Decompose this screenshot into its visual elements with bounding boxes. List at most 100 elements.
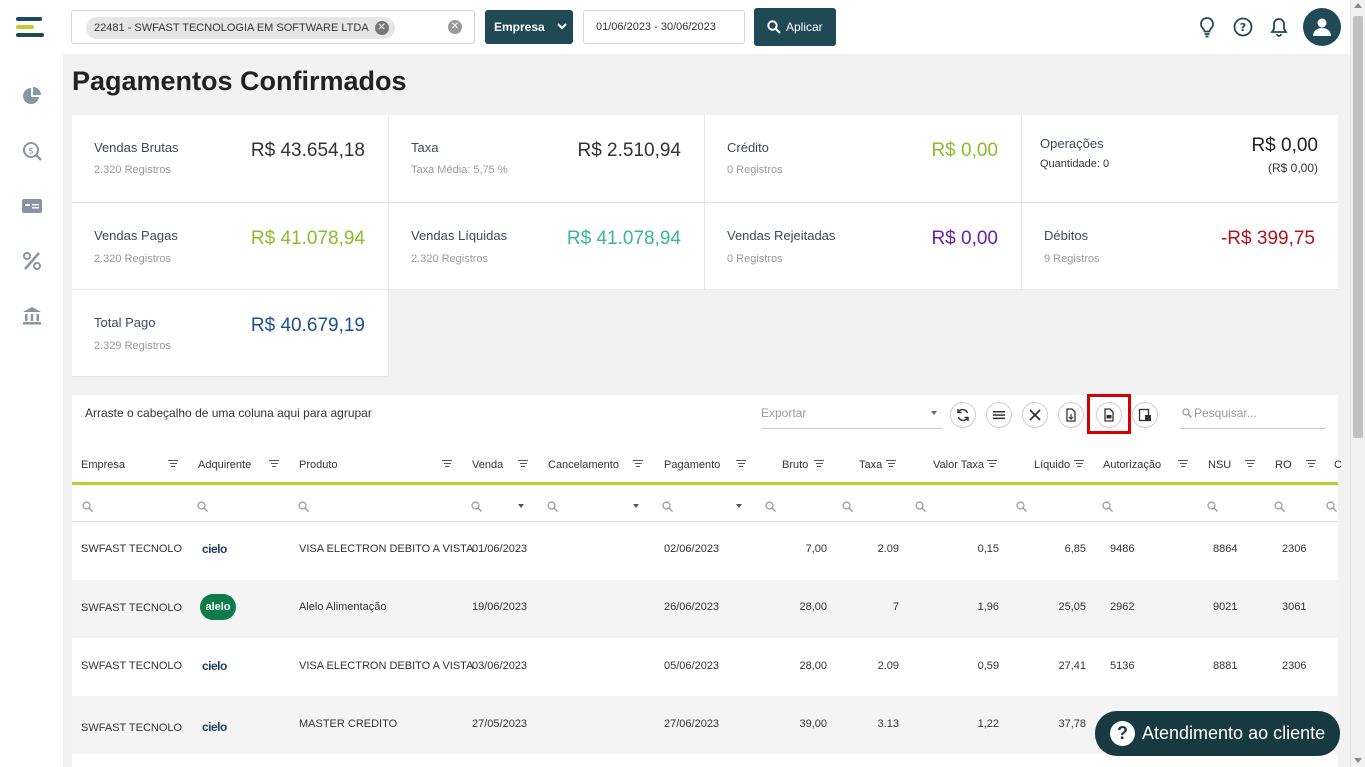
filter-icon[interactable] xyxy=(168,460,178,469)
company-select-field[interactable]: 22481 - SWFAST TECNOLOGIA EM SOFTWARE LT… xyxy=(71,10,475,44)
avatar[interactable] xyxy=(1303,8,1341,46)
column-header[interactable]: Empresa xyxy=(81,459,126,471)
column-header[interactable]: Bruto xyxy=(782,459,809,471)
cell-produto: MASTER CREDITO xyxy=(299,718,398,730)
column-header[interactable]: Valor Taxa xyxy=(933,459,984,471)
cell-produto: VISA ELECTRON DEBITO A VISTA xyxy=(299,660,474,672)
search-icon[interactable] xyxy=(1326,499,1337,512)
cell-bruto: 28,00 xyxy=(799,660,827,672)
caret-down-icon[interactable] xyxy=(633,504,639,508)
date-range-input[interactable]: 01/06/2023 - 30/06/2023 xyxy=(583,10,745,44)
search-icon[interactable] xyxy=(765,499,776,512)
column-header[interactable]: NSU xyxy=(1208,459,1232,471)
table-row[interactable]: SWFAST TECNOLO cielo VISA ELECTRON DEBIT… xyxy=(72,638,1338,696)
filter-icon[interactable] xyxy=(633,460,643,469)
apply-button[interactable]: Aplicar xyxy=(754,8,836,46)
column-header[interactable]: Venda xyxy=(472,459,504,471)
search-icon[interactable] xyxy=(662,499,673,512)
help-icon[interactable]: ? xyxy=(1232,16,1254,38)
clear-icon[interactable]: ✕ xyxy=(448,20,462,34)
column-header[interactable]: Adquirente xyxy=(198,459,252,471)
cell-ro: 2306 xyxy=(1282,660,1307,672)
column-header[interactable]: Produto xyxy=(299,459,338,471)
filter-icon[interactable] xyxy=(442,460,452,469)
percent-icon[interactable] xyxy=(22,251,42,271)
search-icon[interactable] xyxy=(1207,499,1218,512)
cielo-logo: cielo xyxy=(202,659,227,673)
card-label: Crédito xyxy=(727,140,769,155)
card-sub: 2.320 Registros xyxy=(94,164,172,176)
spreadsheet-icon xyxy=(1138,408,1151,422)
search-icon[interactable] xyxy=(471,499,482,512)
cell-produto: VISA ELECTRON DEBITO A VISTA xyxy=(299,543,474,555)
money-search-icon[interactable]: $ xyxy=(22,141,42,161)
caret-down-icon xyxy=(931,411,937,415)
cielo-logo: cielo xyxy=(202,720,227,734)
search-icon[interactable] xyxy=(197,499,208,512)
column-header[interactable]: RO xyxy=(1275,459,1292,471)
card-label: Vendas Rejeitadas xyxy=(727,228,836,243)
export-select[interactable]: Exportar xyxy=(761,401,943,429)
page-scrollbar[interactable] xyxy=(1350,0,1365,767)
chip-remove-icon[interactable]: ✕ xyxy=(374,21,389,35)
table-row[interactable]: SWFAST TECNOLO alelo Alelo Alimentação 1… xyxy=(72,580,1338,638)
filter-icon[interactable] xyxy=(1074,460,1084,469)
filter-icon[interactable] xyxy=(1178,460,1188,469)
file-export-icon xyxy=(1066,408,1076,422)
filter-icon[interactable] xyxy=(736,460,746,469)
bell-icon[interactable] xyxy=(1268,16,1290,38)
search-icon[interactable] xyxy=(842,499,853,512)
caret-down-icon[interactable] xyxy=(736,504,742,508)
filter-icon[interactable] xyxy=(987,460,997,469)
export-excel-button[interactable] xyxy=(1132,402,1158,428)
scroll-down-icon[interactable] xyxy=(1354,758,1362,763)
group-panel-hint[interactable]: Arraste o cabeçalho de uma coluna aqui p… xyxy=(85,406,372,420)
scroll-up-icon[interactable] xyxy=(1354,3,1362,8)
cell-taxa: 7 xyxy=(892,601,899,613)
column-header[interactable]: Taxa xyxy=(859,459,883,471)
filter-icon[interactable] xyxy=(269,460,279,469)
search-icon[interactable] xyxy=(82,499,93,512)
refresh-button[interactable] xyxy=(950,402,976,428)
search-icon[interactable] xyxy=(1274,499,1285,512)
table-row[interactable]: SWFAST TECNOLO cielo VISA ELECTRON DEBIT… xyxy=(72,522,1338,580)
cell-valor-taxa: 1,22 xyxy=(977,718,999,730)
filter-icon[interactable] xyxy=(814,460,824,469)
search-icon[interactable] xyxy=(915,499,926,512)
bank-icon[interactable] xyxy=(22,306,42,326)
search-icon[interactable] xyxy=(1102,499,1113,512)
export-pdf-button[interactable] xyxy=(1096,402,1122,428)
cell-empresa: SWFAST TECNOLO xyxy=(81,602,183,614)
menu-logo-icon[interactable] xyxy=(16,17,44,39)
card-value: R$ 43.654,18 xyxy=(250,140,365,161)
column-header[interactable]: C xyxy=(1334,459,1342,471)
column-header[interactable]: Pagamento xyxy=(664,459,721,471)
cell-valor-taxa: 0,59 xyxy=(977,660,999,672)
column-header[interactable]: Líquido xyxy=(1034,459,1071,471)
clear-filter-button[interactable] xyxy=(1022,402,1048,428)
grid-search-input[interactable]: Pesquisar... xyxy=(1180,401,1326,429)
pie-chart-icon[interactable] xyxy=(22,86,42,106)
cell-liquido: 37,78 xyxy=(1058,718,1086,730)
column-header[interactable]: Autorização xyxy=(1103,459,1162,471)
filter-icon[interactable] xyxy=(886,460,896,469)
search-icon[interactable] xyxy=(298,499,309,512)
filter-icon[interactable] xyxy=(1306,460,1316,469)
column-header[interactable]: Cancelamento xyxy=(548,459,619,471)
empresa-select[interactable]: Empresa xyxy=(485,10,573,44)
customer-support-button[interactable]: ? Atendimento ao cliente xyxy=(1095,711,1340,756)
cell-autorizacao: 9486 xyxy=(1110,543,1135,555)
search-icon[interactable] xyxy=(1016,499,1027,512)
filter-icon[interactable] xyxy=(518,460,528,469)
filter-icon[interactable] xyxy=(1245,460,1255,469)
lightbulb-icon[interactable] xyxy=(1196,16,1218,38)
caret-down-icon[interactable] xyxy=(518,504,524,508)
scroll-thumb[interactable] xyxy=(1353,16,1363,438)
card-icon[interactable] xyxy=(22,196,42,216)
cell-pagamento: 26/06/2023 xyxy=(664,601,720,613)
export-file-button[interactable] xyxy=(1058,402,1084,428)
column-chooser-button[interactable] xyxy=(986,402,1012,428)
cielo-logo: cielo xyxy=(202,542,227,556)
search-icon[interactable] xyxy=(547,499,558,512)
topbar: 22481 - SWFAST TECNOLOGIA EM SOFTWARE LT… xyxy=(63,0,1350,54)
